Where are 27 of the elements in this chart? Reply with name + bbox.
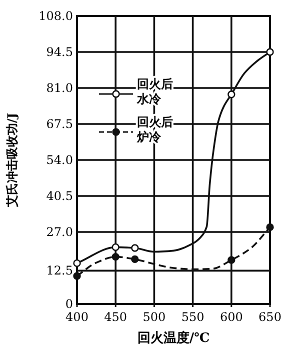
y-tick-label: 27.0: [46, 225, 73, 239]
point: [112, 243, 120, 252]
y-axis-title: 艾氏冲击吸收功/J: [5, 112, 19, 208]
point: [112, 252, 120, 261]
point: [228, 90, 236, 98]
x-tick-label: 500: [142, 310, 166, 324]
x-tick-label: 400: [66, 310, 88, 324]
point: [131, 255, 139, 264]
y-tick-label: 40.5: [46, 189, 73, 203]
point: [131, 244, 139, 252]
x-tick-label: 450: [104, 310, 128, 324]
y-tick-label: 81.0: [46, 81, 73, 95]
point: [228, 256, 236, 264]
point: [266, 223, 274, 232]
x-tick-label: 550: [181, 310, 204, 324]
y-tick-label: 0: [65, 297, 73, 311]
point: [73, 259, 81, 268]
y-tick-label: 94.5: [46, 45, 73, 59]
y-tick-label: 54.0: [46, 153, 73, 167]
x-axis-title: 回火温度/℃: [137, 330, 210, 346]
y-tick-label: 67.5: [46, 117, 73, 131]
y-tick-label: 108.0: [38, 9, 73, 23]
point: [266, 48, 274, 56]
x-tick-label: 650: [258, 310, 282, 324]
point: [73, 272, 81, 280]
y-tick-label: 12.5: [46, 264, 73, 278]
x-tick-label: 600: [220, 310, 243, 324]
